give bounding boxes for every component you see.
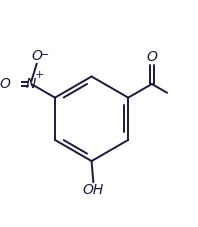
Text: O: O — [146, 50, 157, 64]
Text: OH: OH — [83, 183, 104, 197]
Text: −: − — [40, 50, 50, 60]
Text: N: N — [26, 77, 36, 91]
Text: O: O — [0, 77, 10, 91]
Text: +: + — [35, 70, 45, 80]
Text: O: O — [31, 49, 42, 63]
